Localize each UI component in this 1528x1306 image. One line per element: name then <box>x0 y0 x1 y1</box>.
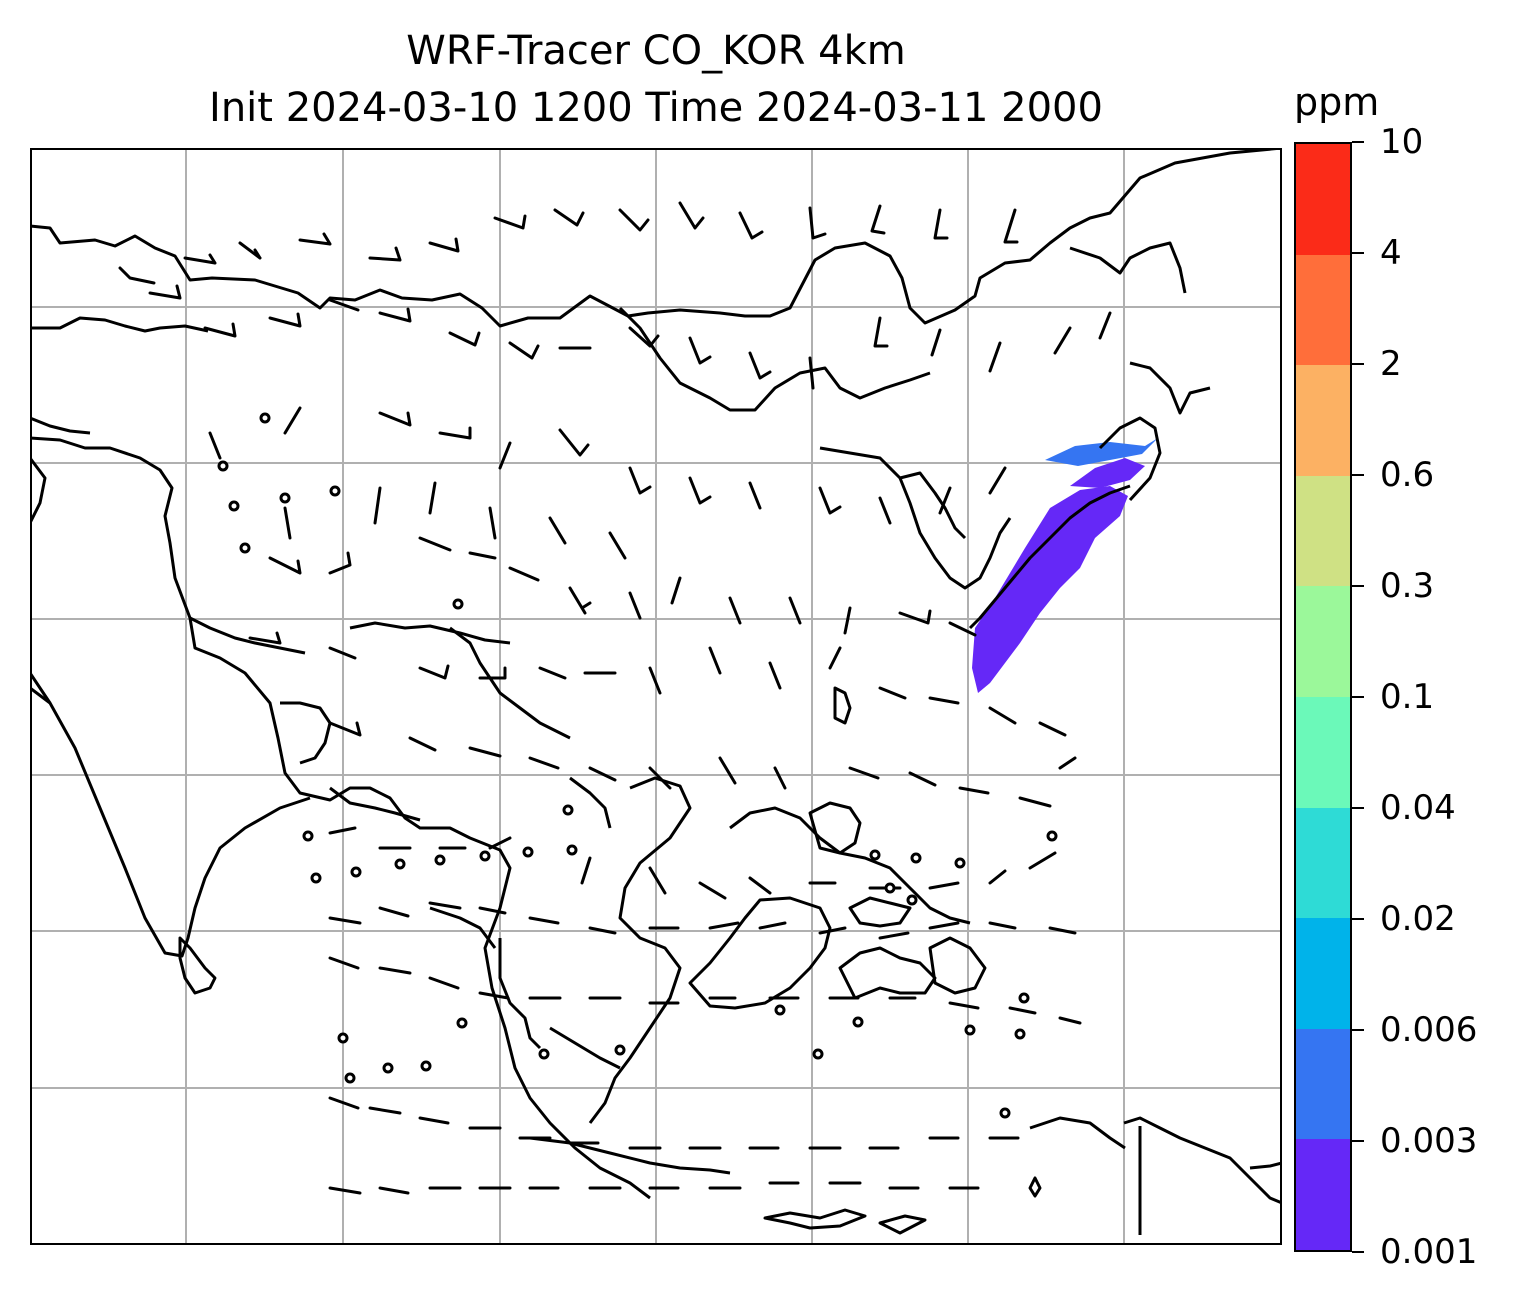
coastlines <box>30 148 1282 1235</box>
colorbar-segment <box>1296 586 1350 698</box>
colorbar-tick <box>1352 585 1364 587</box>
colorbar-tick-label: 4 <box>1380 233 1402 273</box>
colorbar-tick <box>1352 1140 1364 1142</box>
colorbar-segment <box>1296 475 1350 587</box>
map-border <box>30 148 1282 1245</box>
colorbar-segment <box>1296 365 1350 476</box>
colorbar-tick <box>1352 141 1364 143</box>
colorbar-tick-label: 0.001 <box>1380 1232 1478 1272</box>
colorbar-unit: ppm <box>1294 80 1380 124</box>
wind-barbs <box>118 201 1112 1195</box>
colorbar-tick-label: 0.006 <box>1380 1010 1478 1050</box>
tracer-plume-highlight <box>1045 438 1158 466</box>
tracer-plume-main <box>972 486 1128 693</box>
tracer-plume-north <box>1070 458 1145 488</box>
colorbar-tick-label: 0.3 <box>1380 566 1435 606</box>
colorbar-tick <box>1352 696 1364 698</box>
colorbar-segment <box>1296 697 1350 808</box>
colorbar-tick <box>1352 1029 1364 1031</box>
colorbar-tick-label: 0.1 <box>1380 677 1435 717</box>
colorbar-tick <box>1352 363 1364 365</box>
colorbar-segment <box>1296 144 1350 255</box>
colorbar-segment <box>1296 807 1350 919</box>
map-title-line1: WRF-Tracer CO_KOR 4km <box>406 28 906 74</box>
colorbar-tick <box>1352 918 1364 920</box>
colorbar-tick <box>1352 252 1364 254</box>
map-title-line2: Init 2024-03-10 1200 Time 2024-03-11 200… <box>209 85 1103 131</box>
colorbar <box>1294 142 1352 1252</box>
colorbar-tick <box>1352 807 1364 809</box>
colorbar-tick-label: 0.6 <box>1380 455 1435 495</box>
colorbar-tick-label: 10 <box>1380 122 1424 162</box>
colorbar-tick <box>1352 474 1364 476</box>
colorbar-tick-label: 0.003 <box>1380 1121 1478 1161</box>
tracer-plume <box>972 438 1158 693</box>
colorbar-tick-label: 0.04 <box>1380 788 1456 828</box>
colorbar-segment <box>1296 918 1350 1029</box>
colorbar-tick <box>1352 1251 1364 1253</box>
gridlines <box>30 148 1282 1245</box>
colorbar-tick-label: 0.02 <box>1380 899 1456 939</box>
colorbar-segment <box>1296 1028 1350 1140</box>
colorbar-tick-label: 2 <box>1380 344 1402 384</box>
colorbar-segment <box>1296 1139 1350 1250</box>
calm-markers <box>217 412 1058 1119</box>
colorbar-segment <box>1296 254 1350 366</box>
map-panel <box>30 148 1282 1245</box>
